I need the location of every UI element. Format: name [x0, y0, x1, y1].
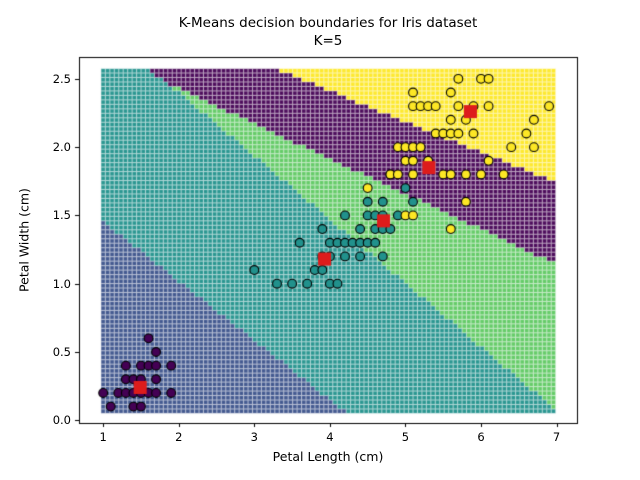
x-tick-label: 4 [326, 430, 334, 444]
chart-title: K-Means decision boundaries for Iris dat… [178, 15, 478, 31]
y-tick-label: 2.5 [52, 71, 71, 86]
y-axis-label: Petal Width (cm) [16, 188, 32, 292]
y-tick-label: 1.0 [52, 276, 71, 291]
x-axis-label: Petal Length (cm) [272, 449, 384, 464]
x-tick-label: 6 [477, 430, 485, 444]
y-tick-label: 2.0 [52, 140, 71, 155]
x-tick-label: 3 [250, 430, 258, 444]
y-tick-label: 0.0 [52, 413, 71, 428]
chart-subtitle: K=5 [313, 33, 343, 49]
x-tick-label: 2 [175, 430, 183, 444]
y-tick-label: 0.5 [52, 344, 71, 359]
x-tick-label: 7 [552, 430, 561, 444]
y-tick-label: 1.5 [52, 208, 71, 223]
x-tick-label: 5 [401, 430, 410, 444]
x-tick-label: 1 [99, 430, 107, 444]
